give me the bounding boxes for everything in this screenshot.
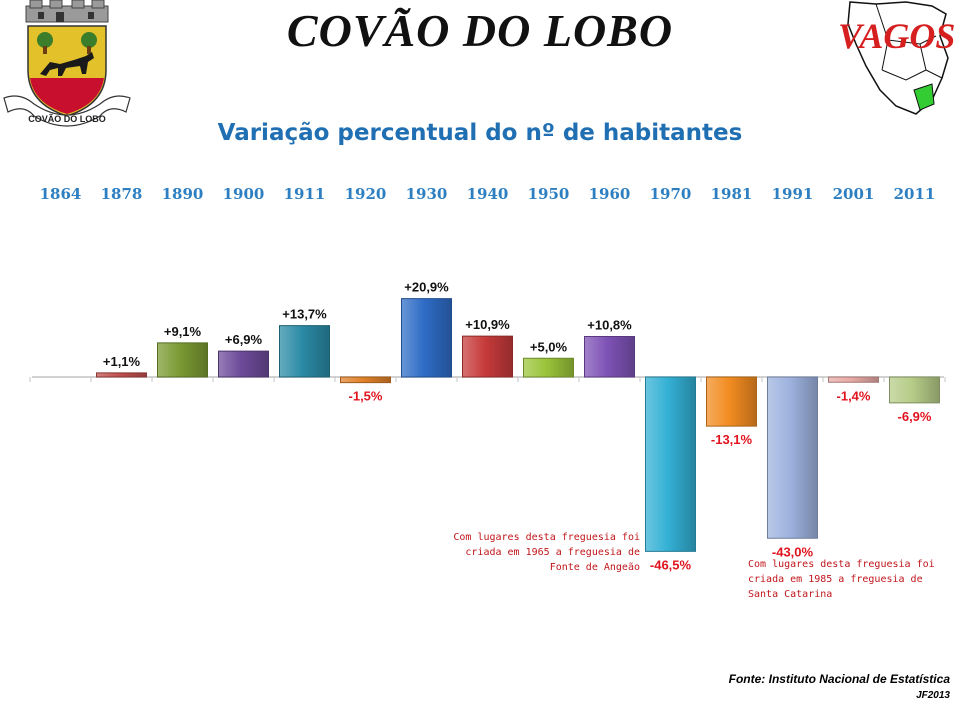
- year-label-1920: 1920: [345, 185, 387, 203]
- source-credit: Fonte: Instituto Nacional de Estatística: [728, 672, 950, 686]
- year-label-1940: 1940: [467, 185, 509, 203]
- year-label-1911: 1911: [284, 185, 326, 203]
- coat-of-arms-logo: COVÃO DO LOBO: [3, 0, 131, 127]
- bar-1890: [157, 342, 208, 378]
- year-label-1950: 1950: [528, 185, 570, 203]
- note-fonte-de-angeao: Com lugares desta freguesia foi criada e…: [453, 532, 640, 573]
- value-label-1950: +5,0%: [530, 339, 568, 354]
- value-label-1930: +20,9%: [404, 280, 449, 295]
- value-label-1940: +10,9%: [465, 317, 510, 332]
- bar-1991: [767, 376, 818, 539]
- year-label-1930: 1930: [406, 185, 448, 203]
- bar-1878: [96, 372, 147, 378]
- value-label-2001: -1,4%: [837, 388, 871, 403]
- value-label-2011: -6,9%: [898, 409, 932, 424]
- coat-of-arms-scroll-text: COVÃO DO LOBO: [28, 114, 106, 124]
- map-label: VAGOS: [838, 16, 955, 56]
- page-title: COVÃO DO LOBO: [286, 5, 674, 56]
- covao-do-lobo-area: [913, 83, 935, 111]
- bar-1920: [340, 376, 391, 384]
- author-credit: JF2013: [916, 690, 950, 701]
- value-label-1981: -13,1%: [711, 432, 753, 447]
- year-label-2011: 2011: [894, 185, 936, 203]
- value-label-1960: +10,8%: [587, 318, 632, 333]
- bar-1911: [279, 325, 330, 378]
- region-map: VAGOS: [838, 1, 955, 115]
- bar-1930: [401, 298, 452, 378]
- value-label-1991: -43,0%: [772, 544, 814, 559]
- year-label-1900: 1900: [223, 185, 265, 203]
- bar-1950: [523, 357, 574, 378]
- value-label-1890: +9,1%: [164, 324, 202, 339]
- note-santa-catarina: Com lugares desta freguesia foi criada e…: [748, 559, 935, 600]
- year-label-1991: 1991: [772, 185, 814, 203]
- bar-1981: [706, 376, 757, 427]
- bar-2001: [828, 376, 879, 383]
- year-label-1981: 1981: [711, 185, 753, 203]
- value-label-1878: +1,1%: [103, 354, 141, 369]
- value-label-1911: +13,7%: [282, 307, 327, 322]
- value-label-1970: -46,5%: [650, 557, 692, 572]
- value-label-1920: -1,5%: [349, 389, 383, 404]
- bar-1970: [645, 376, 696, 552]
- year-label-1960: 1960: [589, 185, 631, 203]
- year-label-1970: 1970: [650, 185, 692, 203]
- year-label-1864: 1864: [40, 185, 82, 203]
- bar-1900: [218, 350, 269, 378]
- chart-title: Variação percentual do nº de habitantes: [217, 120, 743, 146]
- bar-1960: [584, 336, 635, 378]
- year-label-1878: 1878: [101, 185, 143, 203]
- bar-2011: [889, 376, 940, 404]
- year-label-2001: 2001: [833, 185, 875, 203]
- year-label-1890: 1890: [162, 185, 204, 203]
- value-label-1900: +6,9%: [225, 332, 263, 347]
- bar-1940: [462, 335, 513, 378]
